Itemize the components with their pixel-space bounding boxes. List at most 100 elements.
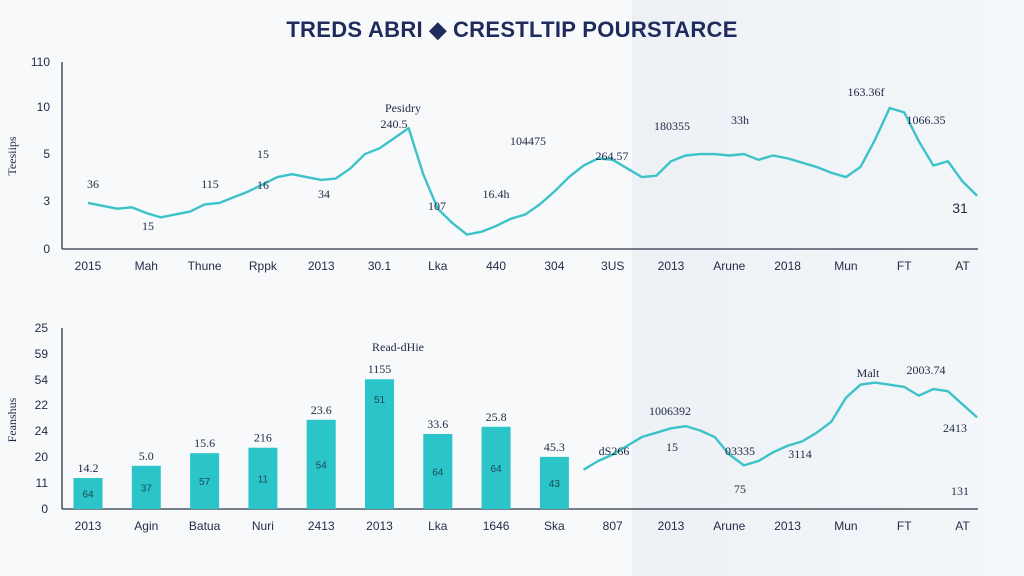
- data-annotation: Pesidry: [385, 101, 421, 115]
- data-annotation: 16: [257, 178, 269, 192]
- y-tick-label: 110: [31, 55, 50, 69]
- top-line-chart: 110 10 5 3 0 2015 Mah Thune Rppk 2013 30.1 Lka 440 30…: [5, 55, 978, 273]
- y-tick-label: 10: [37, 100, 51, 114]
- bar-inner-label: 64: [82, 490, 94, 501]
- bar-inner-label: 37: [141, 483, 153, 494]
- x-tick-label: 2413: [308, 519, 335, 533]
- x-tick-label: 2013: [366, 519, 393, 533]
- data-annotation: 15: [142, 219, 154, 233]
- data-annotation: 2413: [943, 421, 967, 435]
- y-tick-label: 20: [35, 450, 49, 464]
- data-annotation: 107: [428, 199, 446, 213]
- bottom-bar-line-chart: 25 59 54 22 24 20 11 0 2013 Agin Batua Nuri 2413 2013…: [5, 321, 978, 533]
- data-annotation: 131: [951, 484, 969, 498]
- bar-inner-label: 54: [316, 460, 328, 471]
- bar-inner-label: 64: [432, 467, 444, 478]
- y-tick-label: 54: [35, 373, 49, 387]
- x-tick-label: 2013: [75, 519, 102, 533]
- x-tick-label: Lka: [428, 259, 448, 273]
- data-annotation: 1006392: [649, 404, 691, 418]
- data-annotation: 15: [666, 440, 678, 454]
- x-tick-label: Nuri: [252, 519, 274, 533]
- data-annotation: 115: [201, 177, 219, 191]
- bar-inner-label: 64: [491, 464, 503, 475]
- x-tick-label: Ska: [544, 519, 565, 533]
- data-annotation: Malt: [857, 366, 880, 380]
- x-tick-label: 2015: [75, 259, 102, 273]
- x-tick-label: 440: [486, 259, 506, 273]
- data-annotation: 163.36f: [848, 85, 885, 99]
- x-tick-label: Batua: [189, 519, 221, 533]
- data-annotation: 36: [87, 177, 99, 191]
- bar-value-label: 23.6: [311, 403, 332, 417]
- y-tick-label: 59: [35, 347, 49, 361]
- bar-value-label: 5.0: [139, 449, 154, 463]
- bar-value-label: 1155: [368, 362, 392, 376]
- x-tick-label: 807: [603, 519, 623, 533]
- x-tick-label: 2013: [658, 259, 685, 273]
- x-tick-label: Rppk: [249, 259, 278, 273]
- x-tick-label: 3US: [601, 259, 624, 273]
- x-tick-label: 304: [544, 259, 564, 273]
- data-annotation: 104475: [510, 134, 546, 148]
- bar-value-label: 33.6: [427, 417, 448, 431]
- bar-inner-label: 57: [199, 477, 211, 488]
- x-tick-label: AT: [955, 259, 970, 273]
- bar: [248, 447, 278, 509]
- bar: [306, 419, 336, 509]
- bar: [365, 379, 394, 509]
- data-annotation: dS266: [599, 444, 630, 458]
- data-annotation: 3114: [788, 447, 812, 461]
- x-tick-label: FT: [897, 259, 912, 273]
- bar: [481, 426, 511, 509]
- data-annotation: 75: [734, 482, 746, 496]
- data-annotation: 1066.35: [907, 113, 946, 127]
- x-tick-label: Mun: [834, 259, 857, 273]
- x-tick-label: 2013: [774, 519, 801, 533]
- x-tick-label: 2013: [308, 259, 335, 273]
- data-annotation: Read-dHie: [372, 340, 424, 354]
- data-annotation: 15: [257, 147, 269, 161]
- x-tick-label: 30.1: [368, 259, 392, 273]
- bar: [190, 453, 220, 509]
- data-annotation: 16.4h: [483, 187, 510, 201]
- y-tick-label: 0: [43, 242, 50, 256]
- bar-value-label: 14.2: [78, 461, 99, 475]
- x-tick-label: AT: [955, 519, 970, 533]
- bar-value-label: 216: [254, 431, 272, 445]
- background-shade: [632, 0, 1024, 576]
- bar: [73, 478, 103, 509]
- data-annotation: 31: [952, 200, 968, 216]
- y-tick-label: 3: [43, 194, 50, 208]
- bar: [423, 433, 453, 509]
- x-tick-label: 2013: [658, 519, 685, 533]
- series-line: [87, 106, 978, 236]
- y-tick-label: 0: [41, 502, 48, 516]
- chart-title: TREDS ABRI ◆ CRESTLTIP POURSTARCE: [286, 17, 738, 42]
- data-annotation: 33h: [731, 113, 749, 127]
- x-tick-label: Agin: [134, 519, 158, 533]
- x-tick-label: 2018: [774, 259, 801, 273]
- data-annotation: 264.57: [596, 149, 629, 163]
- x-tick-label: 1646: [483, 519, 510, 533]
- x-tick-label: Mun: [834, 519, 857, 533]
- y-axis-label: Teesiips: [5, 136, 19, 175]
- bar: [539, 456, 569, 509]
- y-tick-label: 5: [43, 147, 50, 161]
- bar-value-label: 15.6: [194, 436, 215, 450]
- data-annotation: 240.5: [381, 117, 408, 131]
- x-tick-label: Arune: [713, 519, 745, 533]
- x-tick-label: FT: [897, 519, 912, 533]
- x-tick-label: Arune: [713, 259, 745, 273]
- y-axis-label: Feanshus: [5, 397, 19, 442]
- bar-value-label: 25.8: [486, 410, 507, 424]
- bar-inner-label: 51: [374, 395, 386, 406]
- y-tick-label: 22: [35, 398, 49, 412]
- x-tick-label: Lka: [428, 519, 448, 533]
- x-tick-label: Mah: [135, 259, 158, 273]
- bar-inner-label: 11: [258, 474, 269, 485]
- y-tick-label: 25: [35, 321, 49, 335]
- x-tick-label: Thune: [188, 259, 222, 273]
- bar-inner-label: 43: [549, 479, 561, 490]
